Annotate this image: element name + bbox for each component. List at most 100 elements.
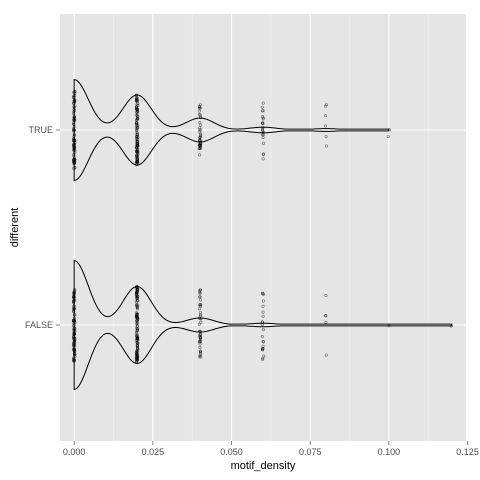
- data-point: [73, 332, 77, 336]
- data-point: [199, 128, 203, 132]
- data-point: [72, 117, 76, 121]
- data-point: [135, 340, 139, 344]
- data-point: [387, 324, 391, 328]
- data-point: [261, 339, 265, 343]
- x-tick-label: 0.100: [378, 447, 401, 457]
- data-point: [198, 105, 202, 109]
- data-point: [135, 153, 139, 157]
- data-point: [261, 117, 265, 121]
- data-point: [387, 128, 391, 132]
- data-point: [73, 90, 77, 94]
- data-point: [72, 138, 76, 142]
- data-point: [73, 353, 77, 357]
- data-point: [198, 288, 202, 292]
- data-point: [324, 353, 328, 357]
- data-point: [72, 300, 76, 304]
- data-point: [135, 307, 139, 311]
- data-point: [324, 293, 328, 297]
- data-point: [261, 128, 265, 132]
- data-point: [198, 138, 202, 142]
- data-point: [199, 317, 203, 321]
- data-point: [73, 118, 77, 122]
- data-point: [386, 134, 390, 138]
- data-point: [135, 326, 139, 330]
- data-point: [260, 133, 264, 137]
- data-point: [73, 288, 77, 292]
- data-point: [135, 116, 139, 120]
- data-point: [261, 356, 265, 360]
- data-point: [199, 298, 203, 302]
- data-point: [134, 358, 138, 362]
- data-point: [72, 291, 76, 295]
- data-point: [72, 351, 76, 355]
- data-point: [72, 122, 76, 126]
- data-point: [261, 126, 265, 130]
- data-point: [323, 104, 327, 108]
- data-point: [262, 292, 266, 296]
- data-point: [199, 337, 203, 341]
- data-point: [197, 128, 201, 132]
- y-axis-title: different: [9, 208, 21, 248]
- data-point: [72, 112, 76, 116]
- data-point: [198, 310, 202, 314]
- data-point: [199, 320, 203, 324]
- data-point: [71, 321, 75, 325]
- data-point: [323, 124, 327, 128]
- data-point: [72, 133, 76, 137]
- data-point: [134, 135, 138, 139]
- data-point: [72, 105, 76, 109]
- data-point: [135, 322, 139, 326]
- y-tick-label: TRUE: [29, 125, 54, 135]
- x-tick-label: 0.125: [456, 447, 479, 457]
- data-point: [135, 321, 139, 325]
- data-point: [72, 127, 76, 131]
- data-point: [198, 121, 202, 125]
- data-point: [449, 324, 453, 328]
- data-point: [199, 304, 203, 308]
- data-point: [198, 295, 202, 299]
- data-point: [72, 359, 76, 363]
- data-point: [199, 143, 203, 147]
- data-point: [135, 131, 139, 135]
- data-point: [71, 347, 75, 351]
- x-tick-label: 0.075: [299, 447, 322, 457]
- data-point: [136, 335, 140, 339]
- data-point: [197, 106, 201, 110]
- data-point: [261, 122, 265, 126]
- grid-layer: [60, 14, 469, 441]
- x-tick-label: 0.025: [142, 447, 165, 457]
- data-point: [261, 314, 265, 318]
- data-point: [73, 165, 77, 169]
- data-point: [261, 101, 265, 105]
- data-point: [72, 295, 76, 299]
- plot-panel: [60, 14, 466, 441]
- point-layer: [71, 90, 453, 364]
- data-point: [73, 313, 77, 317]
- data-point: [73, 94, 77, 98]
- data-point: [72, 343, 76, 347]
- data-point: [197, 113, 201, 117]
- data-point: [198, 354, 202, 358]
- data-point: [261, 328, 265, 332]
- data-point: [197, 307, 201, 311]
- data-point: [135, 111, 139, 115]
- data-point: [73, 149, 77, 153]
- data-point: [198, 350, 202, 354]
- data-point: [261, 129, 265, 133]
- data-point: [261, 310, 265, 314]
- data-point: [134, 291, 138, 295]
- data-point: [72, 145, 76, 149]
- axis-layer: 0.000 0.025 0.050 0.075 0.100 0.125 TRUE FALSE: [25, 125, 479, 457]
- x-tick-label: 0.050: [220, 447, 243, 457]
- data-point: [197, 109, 201, 113]
- data-point: [72, 304, 76, 308]
- data-point: [72, 121, 76, 125]
- data-point: [73, 143, 77, 147]
- data-point: [134, 97, 138, 101]
- data-point: [72, 100, 76, 104]
- data-point: [72, 160, 76, 164]
- data-point: [260, 335, 264, 339]
- data-point: [135, 299, 139, 303]
- data-point: [324, 135, 328, 139]
